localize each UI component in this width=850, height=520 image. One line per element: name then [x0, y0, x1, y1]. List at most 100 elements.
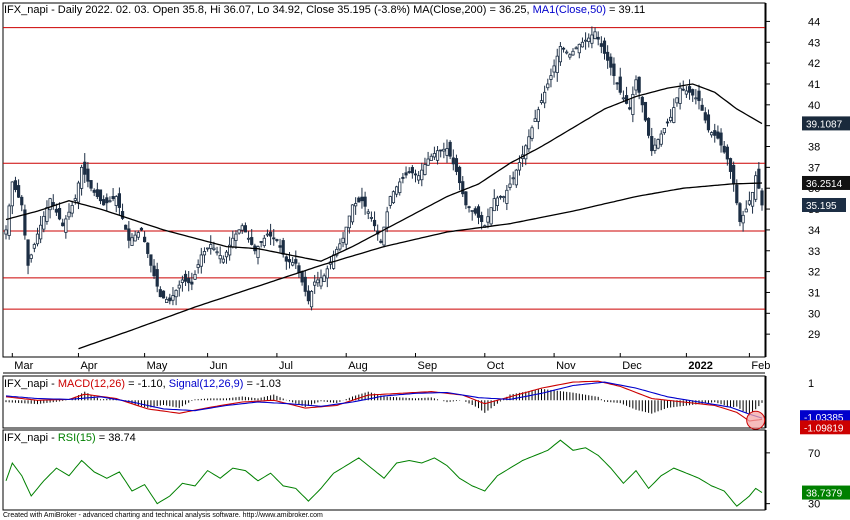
candle-body: [246, 237, 251, 240]
candle-body: [530, 127, 534, 139]
price-tag-2-bg: [802, 197, 846, 212]
candle-body: [98, 189, 103, 202]
x-tick-label: Aug: [348, 360, 368, 372]
candle-body: [26, 239, 30, 266]
candle-body: [754, 175, 758, 200]
candle-body: [287, 259, 292, 263]
candle-body: [64, 218, 68, 233]
candle-body: [92, 189, 96, 193]
y-tick-label: 34: [808, 225, 820, 237]
candle-body: [272, 237, 276, 240]
candle-body: [609, 56, 613, 68]
candle-body: [388, 196, 392, 206]
candle-body: [394, 186, 399, 195]
candle-body: [678, 87, 682, 104]
candle-body: [136, 232, 140, 238]
candle-body: [32, 244, 36, 249]
candle-body: [168, 297, 172, 302]
candle-body: [489, 207, 493, 225]
candle-body: [294, 259, 298, 264]
candle-body: [171, 295, 175, 301]
candle-body: [338, 243, 342, 250]
x-tick-label: May: [147, 360, 168, 372]
candle-body: [61, 222, 65, 227]
candle-body: [606, 51, 610, 61]
price-tag-0-bg: [802, 116, 850, 131]
candle-body: [313, 281, 317, 286]
ma200-line: [78, 182, 763, 350]
macd-tag-0: -1.03385: [804, 413, 844, 424]
macd-tick-label: 1: [808, 378, 814, 390]
candle-body: [467, 206, 471, 209]
x-tick-label: 2022: [688, 360, 712, 372]
rsi-header-part: RSI(15): [58, 432, 96, 444]
candle-body: [703, 112, 707, 121]
candle-body: [524, 145, 528, 160]
x-tick-label: Sep: [418, 360, 438, 372]
candle-body: [262, 237, 266, 247]
rsi-header-part: IFX_napi -: [4, 432, 58, 444]
candle-body: [580, 41, 585, 48]
candle-body: [212, 247, 216, 250]
candle-body: [410, 167, 414, 174]
candle-body: [732, 164, 736, 185]
price-header: IFX_napi - Daily 2022. 02. 03. Open 35.8…: [4, 4, 645, 16]
candle-body: [728, 158, 733, 172]
candle-body: [45, 207, 49, 222]
candle-body: [681, 88, 685, 91]
candle-body: [83, 161, 87, 175]
candle-body: [357, 197, 361, 203]
candle-body: [536, 109, 540, 122]
candle-body: [275, 239, 279, 241]
candle-body: [461, 181, 465, 195]
candle-body: [713, 130, 717, 136]
candle-body: [124, 224, 128, 230]
candle-body: [7, 205, 11, 236]
macd-header-part: MACD(12,26): [58, 378, 125, 390]
candle-body: [615, 82, 619, 85]
candle-body: [420, 169, 424, 181]
candle-body: [710, 132, 714, 136]
x-tick-label: Dec: [622, 360, 642, 372]
candle-body: [67, 211, 71, 218]
candle-body: [665, 121, 670, 124]
candle-body: [278, 245, 282, 248]
candle-body: [454, 158, 459, 172]
footer-credit: Created with AmiBroker - advanced charti…: [3, 512, 323, 519]
candle-body: [442, 148, 446, 152]
candle-body: [218, 255, 222, 260]
y-tick-label: 30: [808, 308, 820, 320]
price-tag-1-bg: [802, 175, 850, 190]
macd-line: [5, 380, 763, 422]
candle-body: [76, 182, 81, 203]
candle-body: [240, 225, 244, 231]
x-tick-label: Apr: [80, 360, 97, 372]
candle-body: [215, 251, 219, 254]
candle-body: [372, 219, 377, 227]
candle-body: [265, 233, 270, 236]
candle-body: [760, 190, 764, 206]
candle-body: [656, 139, 660, 149]
candle-body: [555, 55, 559, 73]
candle-body: [691, 89, 695, 96]
candle-body: [495, 197, 500, 206]
candle-body: [256, 246, 260, 258]
signal-line: [5, 381, 763, 419]
candle-body: [407, 171, 411, 173]
candle-body: [187, 277, 191, 284]
candle-body: [747, 200, 752, 205]
candle-body: [80, 166, 84, 189]
candle-body: [95, 189, 99, 197]
candle-body: [155, 269, 159, 287]
candle-body: [552, 65, 556, 73]
rsi-header-part: = 38.74: [96, 432, 136, 444]
candle-body: [243, 225, 247, 233]
candle-body: [517, 162, 522, 171]
candle-body: [161, 290, 166, 299]
x-tick-label: Feb: [751, 360, 770, 372]
candle-body: [602, 40, 607, 54]
candle-body: [385, 211, 389, 228]
rsi-header: IFX_napi - RSI(15) = 38.74: [4, 432, 136, 444]
candle-body: [505, 189, 509, 204]
candle-body: [89, 180, 93, 189]
